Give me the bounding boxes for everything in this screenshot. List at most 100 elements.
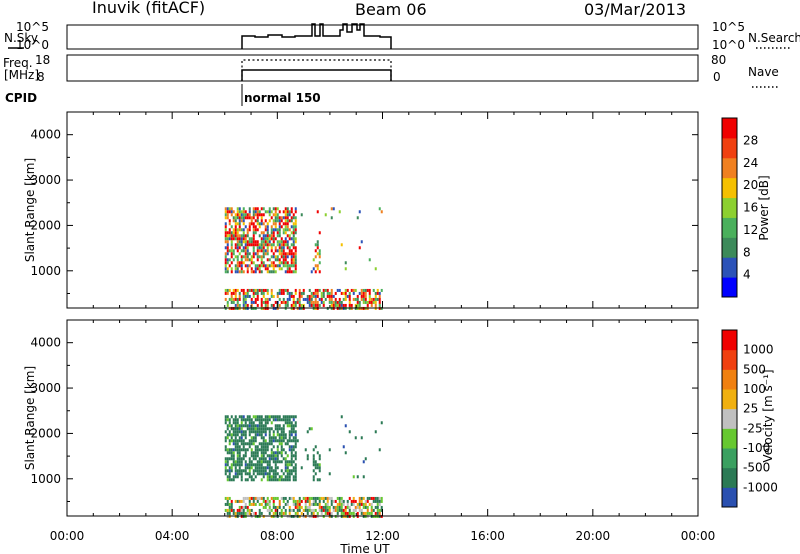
echo-cell <box>240 442 243 446</box>
echo-cell <box>380 288 383 292</box>
echo-cell <box>250 303 253 307</box>
echo-cell <box>302 288 305 292</box>
echo-cell <box>318 463 321 467</box>
echo-cell <box>278 252 281 256</box>
echo-cell <box>252 252 255 256</box>
echo-cell <box>318 231 321 235</box>
echo-cell <box>330 288 333 292</box>
echo-cell <box>246 448 249 452</box>
echo-cell <box>244 424 247 428</box>
echo-cell <box>238 291 241 295</box>
echo-cell <box>324 505 327 509</box>
echo-cell <box>294 445 297 449</box>
echo-cell <box>314 255 317 259</box>
echo-cell <box>362 496 365 500</box>
echo-cell <box>244 496 247 500</box>
echo-cell <box>254 418 257 422</box>
echo-cell <box>262 442 265 446</box>
echo-cell <box>272 499 275 503</box>
echo-cell <box>262 234 265 238</box>
echo-cell <box>322 508 325 512</box>
echo-cell <box>378 207 381 211</box>
echo-cell <box>352 499 355 503</box>
echo-cell <box>256 427 259 431</box>
echo-cell <box>264 433 267 437</box>
echo-cell <box>294 469 297 473</box>
echo-cell <box>246 508 249 512</box>
echo-cell <box>286 234 289 238</box>
echo-cell <box>224 460 227 464</box>
echo-cell <box>274 508 277 512</box>
echo-cell <box>288 421 291 425</box>
echo-cell <box>238 469 241 473</box>
echo-cell <box>306 511 309 515</box>
echo-cell <box>236 508 239 512</box>
echo-cell <box>266 472 269 476</box>
echo-cell <box>282 433 285 437</box>
echo-cell <box>298 502 301 506</box>
echo-cell <box>234 439 237 443</box>
echo-cell <box>286 478 289 482</box>
echo-cell <box>244 294 247 298</box>
echo-cell <box>228 502 231 506</box>
echo-cell <box>250 454 253 458</box>
echo-cell <box>228 439 231 443</box>
echo-cell <box>352 508 355 512</box>
echo-cell <box>354 499 357 503</box>
echo-cell <box>276 448 279 452</box>
echo-cell <box>242 454 245 458</box>
echo-cell <box>280 291 283 295</box>
echo-cell <box>322 499 325 503</box>
echo-cell <box>242 270 245 274</box>
echo-cell <box>376 297 379 301</box>
echo-cell <box>346 499 349 503</box>
echo-cell <box>302 496 305 500</box>
echo-cell <box>248 457 251 461</box>
echo-cell <box>312 300 315 304</box>
echo-cell <box>234 246 237 250</box>
echo-cell <box>266 246 269 250</box>
echo-cell <box>286 472 289 476</box>
echo-cell <box>236 442 239 446</box>
echo-cell <box>258 243 261 247</box>
echo-cell <box>252 502 255 506</box>
echo-cell <box>228 430 231 434</box>
y-tick-label: 2000 <box>30 426 61 440</box>
echo-cell <box>368 258 371 262</box>
echo-cell <box>254 511 257 515</box>
echo-cell <box>324 213 327 217</box>
echo-cell <box>268 442 271 446</box>
echo-cell <box>274 505 277 509</box>
echo-cell <box>286 213 289 217</box>
echo-cell <box>276 472 279 476</box>
colorbar-tick-label: -100 <box>743 441 770 455</box>
echo-cell <box>224 246 227 250</box>
echo-cell <box>276 216 279 220</box>
echo-cell <box>244 216 247 220</box>
echo-cell <box>236 445 239 449</box>
echo-cell <box>364 457 367 461</box>
echo-cell <box>326 288 329 292</box>
echo-cell <box>234 288 237 292</box>
echo-cell <box>228 231 231 235</box>
echo-cell <box>250 261 253 265</box>
echo-cell <box>278 261 281 265</box>
echo-cell <box>234 469 237 473</box>
echo-cell <box>312 258 315 262</box>
echo-cell <box>240 421 243 425</box>
echo-cell <box>294 231 297 235</box>
echo-cell <box>224 502 227 506</box>
echo-cell <box>256 433 259 437</box>
echo-cell <box>270 457 273 461</box>
echo-cell <box>256 448 259 452</box>
echo-cell <box>282 255 285 259</box>
echo-cell <box>284 225 287 229</box>
echo-cell <box>270 303 273 307</box>
echo-cell <box>344 291 347 295</box>
echo-cell <box>268 505 271 509</box>
echo-cell <box>236 234 239 238</box>
echo-cell <box>250 288 253 292</box>
echo-cell <box>228 424 231 428</box>
echo-cell <box>292 496 295 500</box>
